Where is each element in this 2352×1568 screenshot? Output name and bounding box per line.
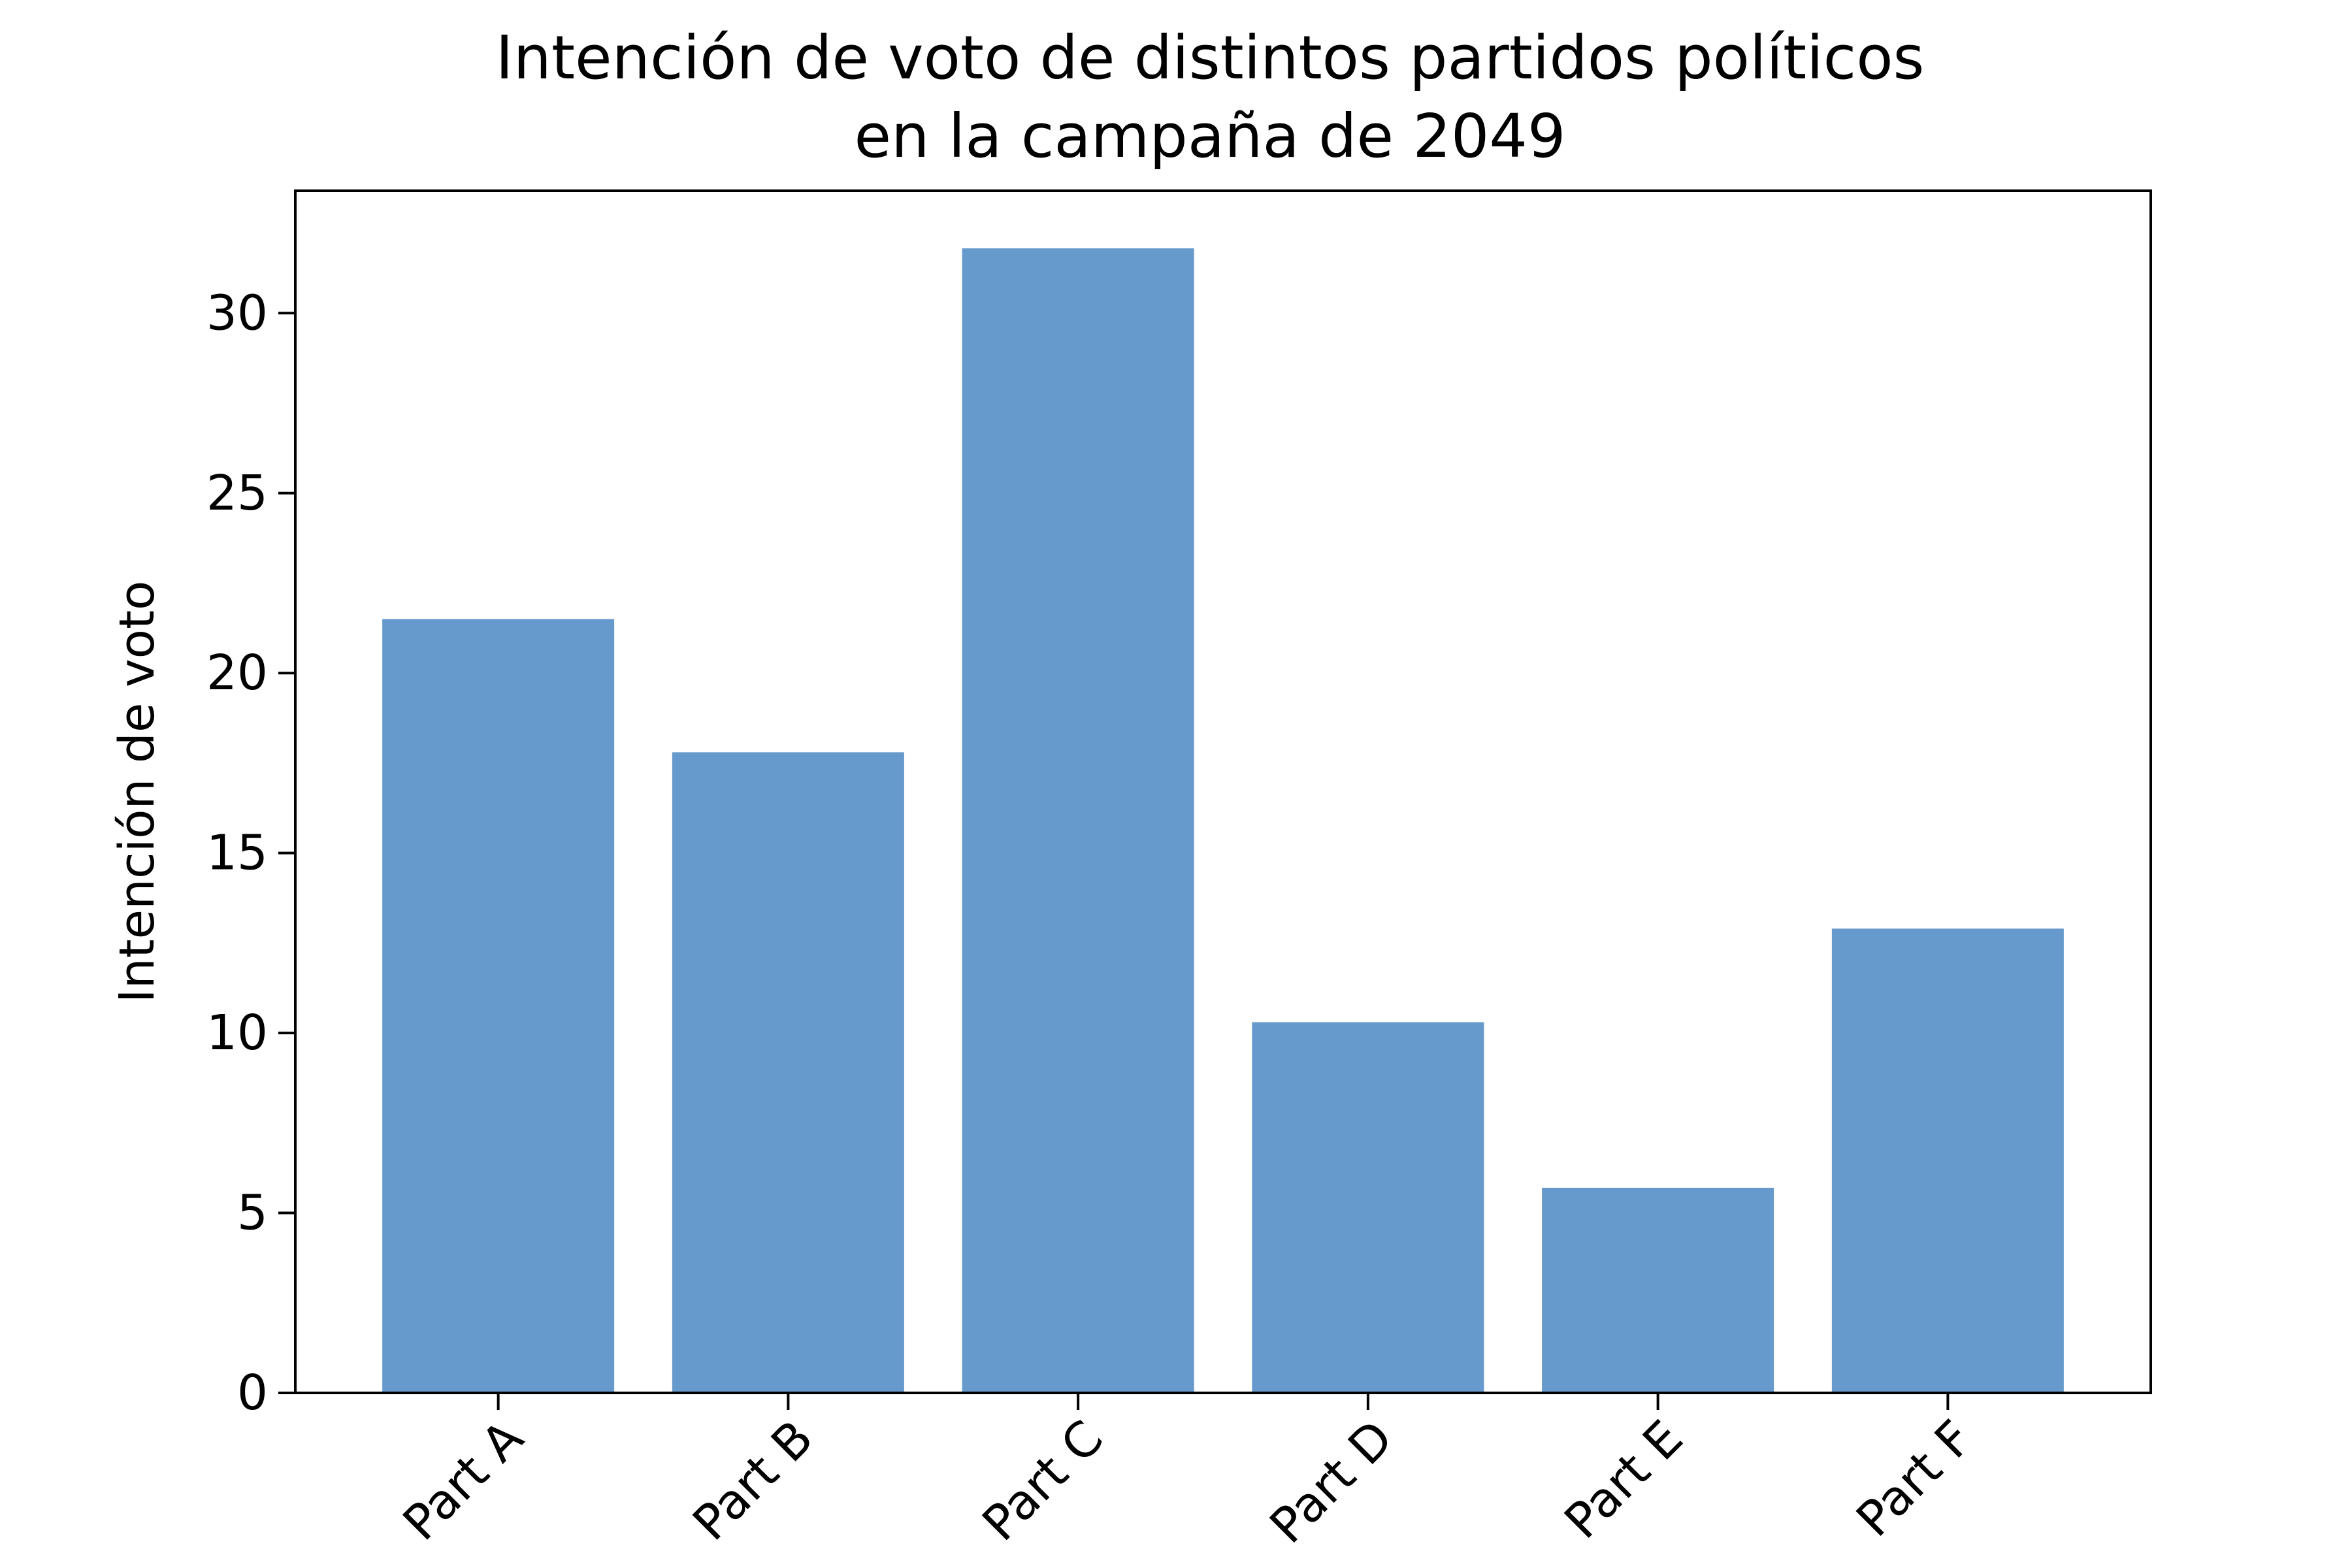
x-tick-label: Part C bbox=[972, 1410, 1114, 1552]
y-tick-label: 0 bbox=[237, 1365, 268, 1421]
bar-part-e bbox=[1542, 1187, 1774, 1393]
y-tick-label: 30 bbox=[206, 285, 268, 341]
bar-part-d bbox=[1252, 1022, 1484, 1393]
bars bbox=[382, 248, 2064, 1394]
y-axis-ticks: 0 5 10 15 20 25 30 bbox=[206, 285, 295, 1421]
chart-title-line-1: Intención de voto de distintos partidos … bbox=[496, 23, 1925, 93]
y-tick-label: 20 bbox=[206, 645, 268, 701]
x-tick-label: Part E bbox=[1554, 1410, 1694, 1550]
bar-part-a bbox=[382, 619, 615, 1393]
plot-frame bbox=[294, 189, 2152, 1394]
y-tick-label: 15 bbox=[206, 825, 268, 881]
bar-part-b bbox=[672, 752, 904, 1393]
bar-part-f bbox=[1831, 928, 2064, 1393]
bar-part-c bbox=[962, 248, 1194, 1394]
x-tick-label: Part D bbox=[1260, 1410, 1404, 1554]
x-tick-label: Part A bbox=[393, 1410, 534, 1552]
y-tick-label: 5 bbox=[237, 1185, 268, 1241]
y-axis-label: Intención de voto bbox=[109, 581, 165, 1004]
chart-title-line-2: en la campaña de 2049 bbox=[855, 101, 1566, 171]
x-tick-label: Part B bbox=[682, 1410, 824, 1552]
y-tick-label: 10 bbox=[206, 1005, 268, 1061]
x-axis-ticks: Part A Part B Part C Part D Part E Part F bbox=[393, 1393, 1984, 1554]
x-tick-label: Part F bbox=[1846, 1410, 1984, 1548]
y-tick-label: 25 bbox=[206, 465, 268, 521]
